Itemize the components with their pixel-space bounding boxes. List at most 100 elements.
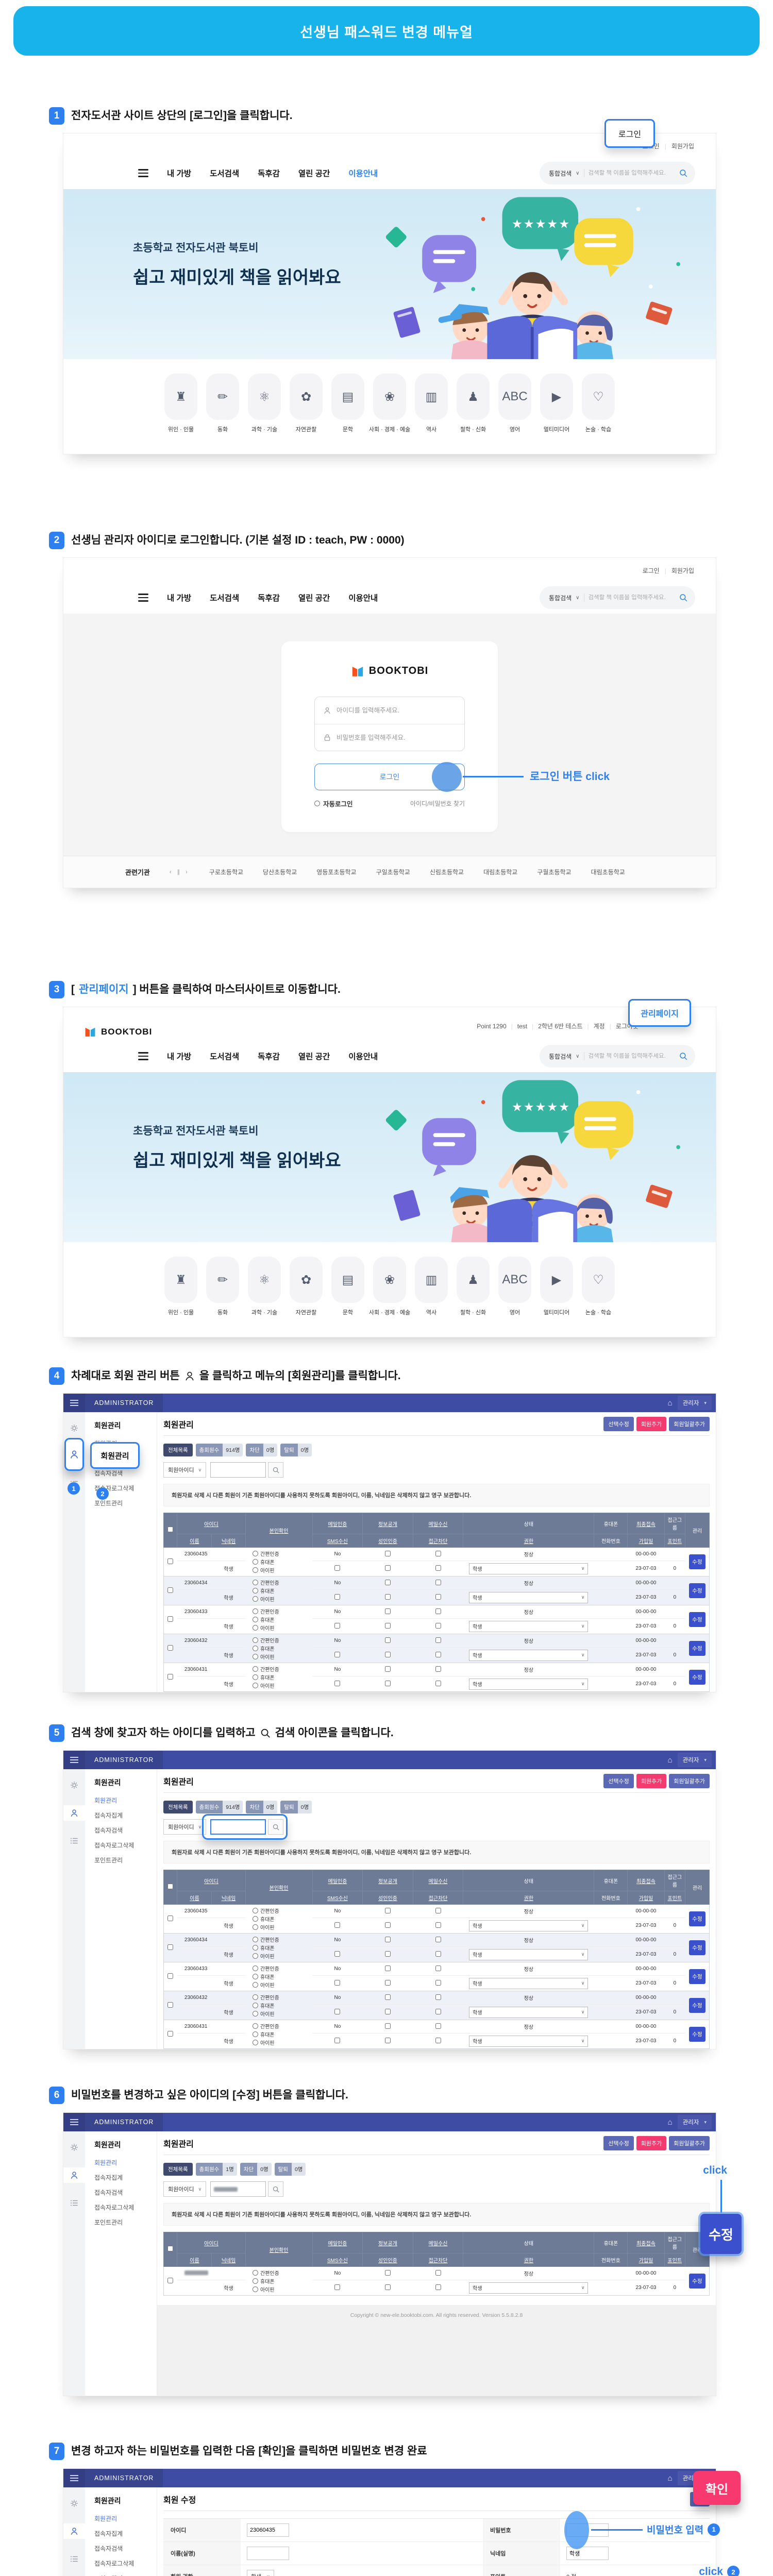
chip-all[interactable]: 전체목록 (163, 1801, 193, 1814)
chip-total[interactable]: 총회원수 914명 (195, 1801, 243, 1814)
related-school-link[interactable]: 신림초등학교 (429, 869, 464, 876)
bulk-add-button[interactable]: 회원일괄추가 (669, 2136, 710, 2150)
sidebar-item-log-delete[interactable]: 접속자로그삭제 (94, 1842, 135, 1849)
nav-review[interactable]: 독후감 (258, 170, 280, 178)
related-school-link[interactable]: 대림초등학교 (483, 869, 518, 876)
sidebar-toggle-icon[interactable] (63, 1394, 85, 1412)
sidebar-item-visitor-stats[interactable]: 접속자집계 (94, 2530, 123, 2537)
search-scope-select[interactable]: 통합검색 ∨ (549, 170, 580, 177)
edit-button[interactable]: 수정 (689, 1554, 705, 1569)
row-checkbox[interactable] (163, 1663, 177, 1692)
confirm-button-callout[interactable]: 확인 (693, 2471, 741, 2505)
chip-quit[interactable]: 탈퇴 0명 (280, 1444, 312, 1456)
nav-my-bag[interactable]: 내 가방 (167, 170, 192, 178)
search-input[interactable] (588, 1053, 675, 1059)
bulk-add-button[interactable]: 회원일괄추가 (669, 1416, 710, 1431)
nav-open-space[interactable]: 열린 공간 (298, 1053, 330, 1061)
home-icon[interactable]: ⌂ (667, 2473, 673, 2483)
sidebar-item-visitor-search[interactable]: 접속자검색 (94, 2189, 123, 2196)
admin-user-menu[interactable]: 관리자▾ (677, 1753, 712, 1767)
account-link[interactable]: 계정 (593, 1023, 605, 1030)
chip-all[interactable]: 전체목록 (163, 1444, 193, 1456)
nav-review[interactable]: 독후감 (258, 594, 280, 603)
category-item[interactable]: ▥ 역사 (415, 1257, 448, 1316)
role-select[interactable]: 학생∨ (469, 1977, 589, 1989)
related-school-link[interactable]: 대림초등학교 (591, 869, 625, 876)
category-item[interactable]: ✿ 자연관찰 (290, 1257, 323, 1316)
role-select[interactable]: 학생∨ (469, 1678, 589, 1690)
role-select[interactable]: 학생∨ (469, 1920, 589, 1931)
search-field-select[interactable]: 회원아이디 ∨ (163, 1819, 207, 1835)
add-member-button[interactable]: 회원추가 (636, 1773, 667, 1788)
category-item[interactable]: ▥ 역사 (415, 374, 448, 433)
join-link[interactable]: 회원가입 (671, 143, 694, 150)
edit-button[interactable]: 수정 (689, 1583, 705, 1598)
chip-blocked[interactable]: 차단 0명 (246, 1444, 278, 1456)
category-item[interactable]: ♜ 위인 · 인물 (164, 374, 197, 433)
join-link[interactable]: 회원가입 (671, 567, 694, 574)
sidebar-toggle-icon[interactable] (63, 2113, 85, 2131)
member-icon[interactable] (63, 2167, 85, 2183)
category-item[interactable]: ♟ 철학 · 신화 (457, 1257, 490, 1316)
category-item[interactable]: ABC 영어 (498, 1257, 531, 1316)
nav-guide[interactable]: 이용안내 (348, 1053, 378, 1061)
nav-book-search[interactable]: 도서검색 (210, 594, 240, 603)
login-callout-box[interactable]: 로그인 (604, 119, 655, 148)
sidebar-item-member-mgmt[interactable]: 회원관리 (94, 1797, 117, 1804)
role-select[interactable]: 학생∨ (469, 1591, 589, 1603)
home-icon[interactable]: ⌂ (667, 2117, 673, 2127)
select-edit-button[interactable]: 선택수정 (603, 1416, 634, 1431)
search-scope-select[interactable]: 통합검색 ∨ (549, 1053, 580, 1060)
search-scope-select[interactable]: 통합검색 ∨ (549, 594, 580, 602)
gear-icon[interactable] (63, 1777, 85, 1793)
nav-guide[interactable]: 이용안내 (348, 594, 378, 603)
search-icon[interactable] (679, 1052, 688, 1061)
role-select[interactable]: 학생∨ (469, 1649, 589, 1661)
sidebar-item-log-delete[interactable]: 접속자로그삭제 (94, 2204, 135, 2211)
category-item[interactable]: ♡ 논술 · 학습 (582, 1257, 615, 1316)
sidebar-toggle-icon[interactable] (63, 1751, 85, 1769)
related-school-link[interactable]: 영등포초등학교 (316, 869, 357, 876)
sidebar-item-log-delete[interactable]: 접속자로그삭제 (94, 2560, 135, 2567)
login-link[interactable]: 로그인 (642, 567, 660, 574)
role-select[interactable]: 학생∨ (469, 1563, 589, 1574)
admin-user-menu[interactable]: 관리자▾ (677, 1396, 712, 1410)
list-icon[interactable] (63, 1833, 85, 1849)
search-icon[interactable] (268, 2181, 284, 2197)
member-mgmt-callout[interactable]: 회원관리 (90, 1442, 140, 1469)
find-id-pw-link[interactable]: 아이디/비밀번호 찾기 (410, 800, 465, 807)
admin-user-menu[interactable]: 관리자▾ (677, 2115, 712, 2129)
role-select[interactable]: 학생∨ (469, 1948, 589, 1960)
gear-icon[interactable] (63, 2496, 85, 2511)
member-icon[interactable] (63, 1805, 85, 1821)
sidebar-item-point-mgmt[interactable]: 포인트관리 (94, 2219, 123, 2226)
id-input[interactable] (247, 2523, 289, 2537)
chip-total[interactable]: 총회원수 1명 (195, 2163, 237, 2176)
category-item[interactable]: ♟ 철학 · 신화 (457, 374, 490, 433)
related-pager[interactable]: ‹ ∥ › (169, 869, 190, 875)
sidebar-item-member-mgmt[interactable]: 회원관리 (94, 2159, 117, 2166)
sidebar-toggle-icon[interactable] (63, 2469, 85, 2487)
add-member-button[interactable]: 회원추가 (636, 2136, 667, 2150)
category-item[interactable]: ▶ 멀티미디어 (540, 1257, 573, 1316)
sidebar-item-visitor-stats[interactable]: 접속자집계 (94, 2174, 123, 2181)
role-select[interactable]: 학생∨ (469, 2006, 589, 2018)
edit-button[interactable]: 수정 (689, 1998, 705, 2013)
category-item[interactable]: ❀ 사회 · 경제 · 예술 (369, 374, 410, 433)
sidebar-item-visitor-search[interactable]: 접속자검색 (94, 1470, 123, 1477)
gear-icon[interactable] (63, 2140, 85, 2155)
login-id-input[interactable] (337, 707, 456, 714)
select-edit-button[interactable]: 선택수정 (603, 1773, 634, 1788)
member-icon[interactable] (63, 2523, 85, 2539)
member-search-input[interactable] (210, 1819, 266, 1835)
search-icon[interactable] (268, 1462, 284, 1478)
category-item[interactable]: ABC 영어 (498, 374, 531, 433)
nav-open-space[interactable]: 열린 공간 (298, 594, 330, 603)
role-select[interactable]: 학생∨ (469, 2035, 589, 2047)
hamburger-icon[interactable] (138, 169, 148, 177)
admin-page-callout-box[interactable]: 관리페이지 (628, 999, 691, 1027)
sidebar-item-visitor-stats[interactable]: 접속자집계 (94, 1812, 123, 1819)
nav-my-bag[interactable]: 내 가방 (167, 594, 192, 603)
select-all-checkbox[interactable] (163, 1513, 178, 1548)
nav-open-space[interactable]: 열린 공간 (298, 170, 330, 178)
